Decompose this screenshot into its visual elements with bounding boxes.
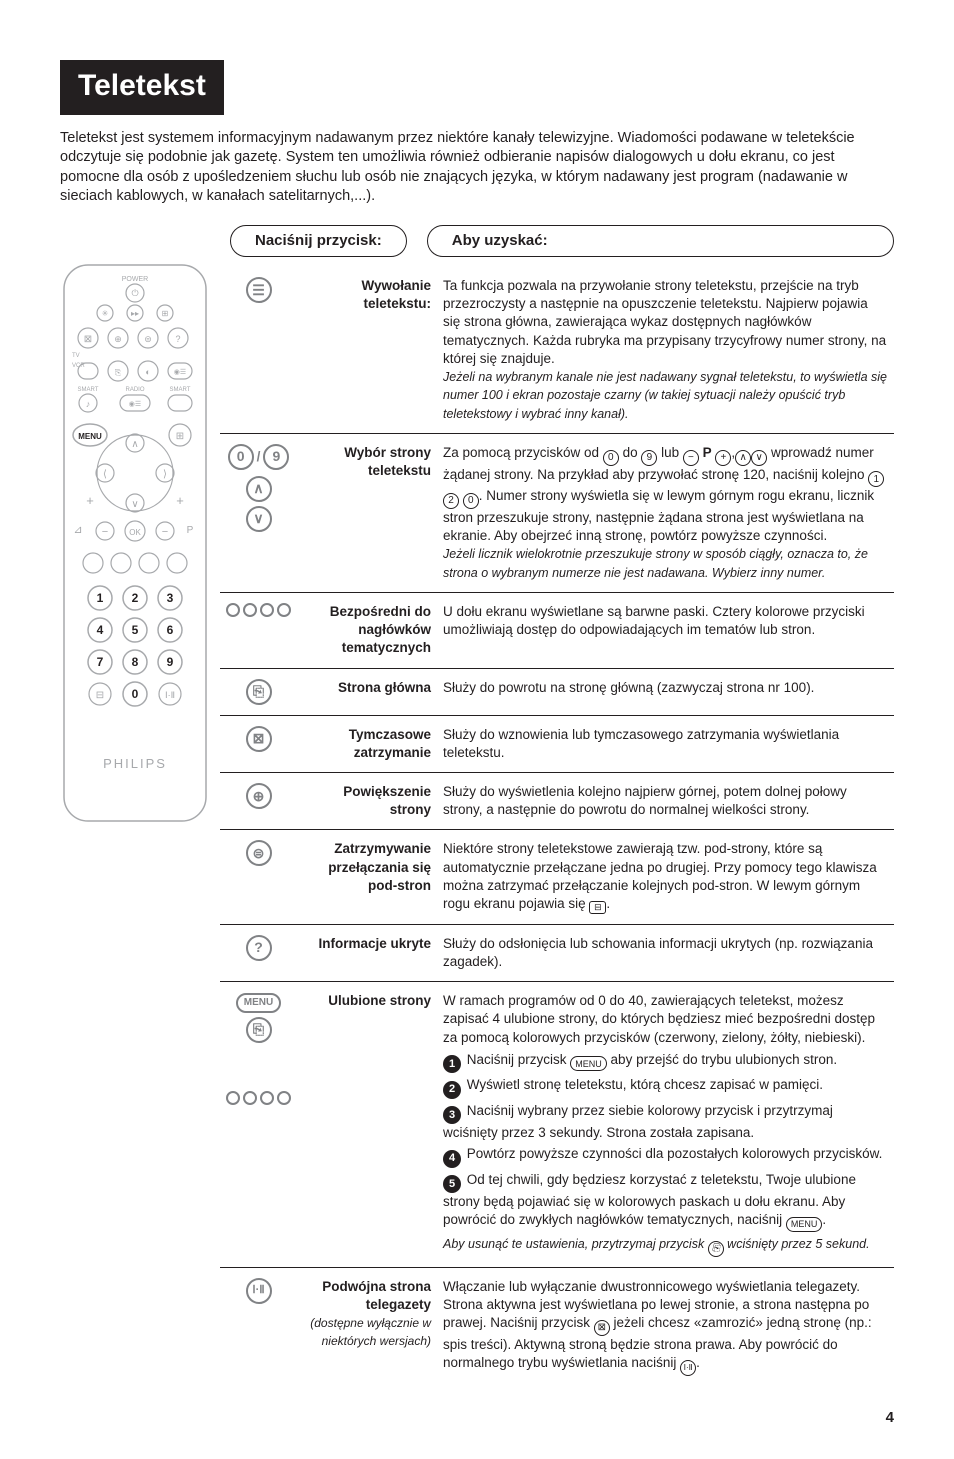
function-table: ☰ Wywołanie teletekstu: Ta funkcja pozwa… (220, 267, 894, 1386)
dual-page-icon: Ⅰ·Ⅱ (246, 1278, 272, 1304)
svg-text:RADIO: RADIO (125, 387, 144, 393)
row-label: Strona główna (297, 668, 437, 715)
svg-text:⊿: ⊿ (73, 524, 82, 536)
row-desc: Włączanie lub wyłączanie dwustronnicoweg… (437, 1267, 894, 1386)
svg-text:5: 5 (132, 623, 139, 637)
row-desc: Za pomocą przycisków od 0 do 9 lub − P +… (437, 433, 894, 592)
svg-text:OK: OK (129, 528, 141, 537)
header-press: Naciśnij przycisk: (230, 225, 407, 257)
svg-text:⊕: ⊕ (114, 334, 122, 344)
color-buttons-icon (226, 603, 291, 617)
row-desc: Ta funkcja pozwala na przywołanie strony… (443, 278, 886, 366)
row-label: Tymczasowe zatrzymanie (297, 715, 437, 772)
page-number: 4 (60, 1408, 894, 1428)
page-title: Teletekst (60, 60, 224, 115)
svg-text:2: 2 (132, 591, 139, 605)
svg-text:⊞: ⊞ (176, 431, 184, 442)
svg-text:9: 9 (167, 655, 174, 669)
svg-text:0: 0 (132, 687, 139, 701)
hold-icon: ⊠ (246, 726, 272, 752)
subpage-icon: ⊜ (246, 840, 272, 866)
row-desc: Służy do wznowienia lub tymczasowego zat… (437, 715, 894, 772)
reveal-icon: ? (246, 935, 272, 961)
svg-text:◉☰: ◉☰ (174, 369, 186, 376)
row-desc: Niektóre strony teletekstowe zawierają t… (437, 830, 894, 924)
svg-text:+: + (86, 493, 94, 508)
svg-text:MENU: MENU (78, 432, 102, 441)
svg-text:PHILIPS: PHILIPS (103, 756, 167, 771)
svg-text:⊠: ⊠ (84, 334, 92, 345)
svg-text:Ⅰ·Ⅱ: Ⅰ·Ⅱ (165, 690, 175, 700)
svg-text:∧: ∧ (131, 439, 138, 450)
svg-text:TV: TV (72, 353, 80, 359)
svg-text:+: + (176, 493, 184, 508)
svg-text:⊜: ⊜ (144, 334, 152, 344)
digit-buttons-icon: 0/9 (228, 444, 290, 470)
svg-text:◐: ◐ (145, 367, 150, 377)
home-icon: ⎘ (246, 679, 272, 705)
svg-text:SMART: SMART (78, 387, 99, 393)
row-desc: Służy do odsłonięcia lub schowania infor… (437, 924, 894, 981)
row-label: Wywołanie teletekstu: (297, 267, 437, 433)
header-get: Aby uzyskać: (427, 225, 894, 257)
svg-text:⟩: ⟩ (163, 469, 167, 480)
svg-text:⊟: ⊟ (96, 690, 104, 701)
row-desc: U dołu ekranu wyświetlane są barwne pask… (437, 592, 894, 668)
svg-text:3: 3 (167, 591, 174, 605)
svg-text:⎘: ⎘ (115, 368, 122, 377)
svg-text:◉☰: ◉☰ (129, 401, 141, 408)
svg-text:1: 1 (97, 591, 104, 605)
svg-text:∨: ∨ (131, 499, 138, 510)
svg-text:⟨: ⟨ (103, 469, 107, 480)
remote-illustration: .st { fill:none; stroke:#a7a9ac; stroke-… (60, 225, 220, 828)
svg-text:⏻: ⏻ (131, 288, 138, 298)
svg-text:8: 8 (132, 655, 139, 669)
row-label: Bezpośredni do nagłówków tematycznych (297, 592, 437, 668)
zoom-icon: ⊕ (246, 783, 272, 809)
favorite-icons: MENU ⎘ (226, 993, 291, 1105)
svg-text:4: 4 (97, 623, 104, 637)
svg-text:▸▸: ▸▸ (131, 309, 139, 318)
svg-text:6: 6 (167, 623, 174, 637)
row-label: Informacje ukryte (297, 924, 437, 981)
updown-buttons-icon: ∧ ∨ (246, 476, 272, 532)
row-label: Wybór strony teletekstu (297, 433, 437, 592)
intro-paragraph: Teletekst jest systemem informacyjnym na… (60, 129, 894, 207)
svg-text:POWER: POWER (122, 276, 148, 283)
row-desc: Służy do powrotu na stronę główną (zazwy… (437, 668, 894, 715)
row-note: Jeżeli na wybranym kanale nie jest nadaw… (443, 370, 887, 420)
row-label: Zatrzymywanie przełączania się pod-stron (297, 830, 437, 924)
svg-text:♪: ♪ (86, 399, 91, 409)
row-label: Powiększenie strony (297, 772, 437, 829)
row-label: Podwójna strona telegazety (dostępne wył… (297, 1267, 437, 1386)
svg-text:✳: ✳ (102, 309, 109, 318)
row-label: Ulubione strony (297, 982, 437, 1268)
teletext-icon: ☰ (246, 277, 272, 303)
svg-text:⊞: ⊞ (162, 309, 169, 318)
svg-text:7: 7 (97, 655, 104, 669)
svg-text:−: − (162, 526, 168, 538)
row-desc: Służy do wyświetlenia kolejno najpierw g… (437, 772, 894, 829)
svg-text:P: P (187, 525, 194, 536)
svg-text:SMART: SMART (170, 387, 191, 393)
row-desc: W ramach programów od 0 do 40, zawierają… (437, 982, 894, 1268)
svg-text:?: ? (175, 334, 180, 344)
svg-text:−: − (102, 526, 108, 538)
